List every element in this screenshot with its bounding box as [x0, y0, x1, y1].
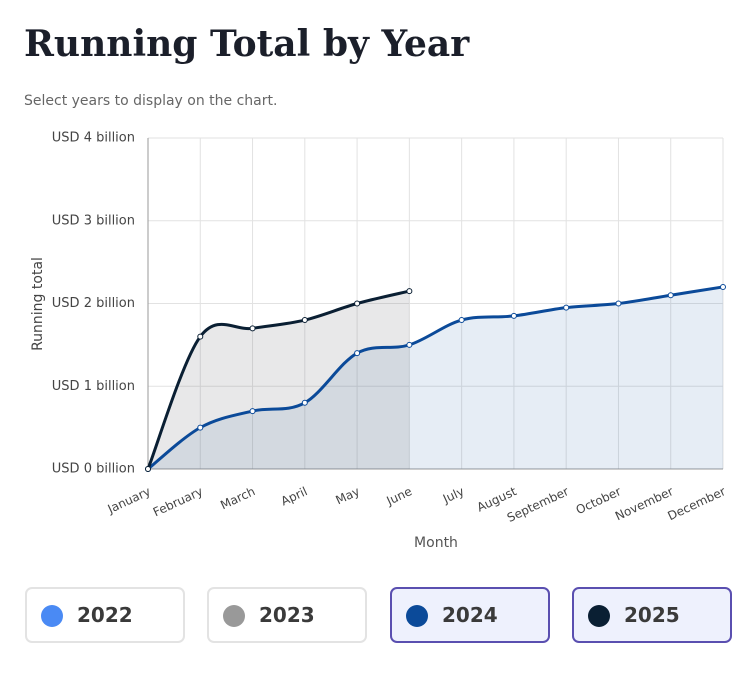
year-toggle[interactable]: 2024 — [390, 587, 550, 643]
year-toggle[interactable]: 2022 — [25, 587, 185, 643]
point — [197, 424, 204, 431]
point — [563, 304, 570, 311]
x-tick-label: April — [279, 484, 310, 508]
point — [720, 283, 726, 290]
y-tick-label: USD 0 billion — [52, 462, 135, 477]
chart-title: Running Total by Year — [24, 23, 470, 65]
y-tick-label: USD 4 billion — [52, 131, 135, 146]
chart: Running Total by Year Select years to di… — [24, 23, 728, 551]
point — [667, 292, 674, 299]
x-tick-label: March — [218, 484, 257, 512]
y-axis-title: Running total — [30, 257, 46, 351]
y-tick-label: USD 2 billion — [52, 296, 135, 311]
x-tick-label: December — [665, 484, 727, 523]
point — [615, 300, 622, 307]
x-tick-label: January — [105, 484, 153, 516]
legend-label: 2022 — [77, 603, 133, 627]
point — [145, 466, 151, 472]
legend-swatch — [406, 605, 428, 627]
x-tick-label: November — [613, 484, 676, 523]
x-tick-label: June — [384, 484, 415, 508]
x-axis-title: Month — [414, 535, 458, 551]
point — [301, 399, 308, 406]
x-tick-label: May — [333, 484, 361, 507]
y-tick-label: USD 3 billion — [52, 213, 135, 228]
point — [510, 312, 517, 319]
point — [406, 288, 413, 295]
subtitle: Select years to display on the chart. — [24, 93, 277, 109]
point — [354, 350, 361, 357]
legend-swatch — [588, 605, 610, 627]
x-tick-label: February — [151, 484, 205, 519]
year-toggle[interactable]: 2025 — [572, 587, 732, 643]
point — [406, 341, 413, 348]
legend-swatch — [223, 605, 245, 627]
point — [301, 317, 308, 324]
point — [249, 325, 256, 332]
point — [197, 333, 204, 340]
point — [249, 408, 256, 415]
area — [148, 286, 723, 469]
year-toggle[interactable]: 2023 — [207, 587, 367, 643]
legend-label: 2025 — [624, 603, 680, 627]
point — [458, 317, 465, 324]
legend-label: 2024 — [442, 603, 498, 627]
y-tick-label: USD 1 billion — [52, 379, 135, 394]
legend-label: 2023 — [259, 603, 315, 627]
point — [354, 300, 361, 307]
area — [148, 291, 410, 469]
x-tick-label: July — [440, 484, 466, 506]
legend-swatch — [41, 605, 63, 627]
